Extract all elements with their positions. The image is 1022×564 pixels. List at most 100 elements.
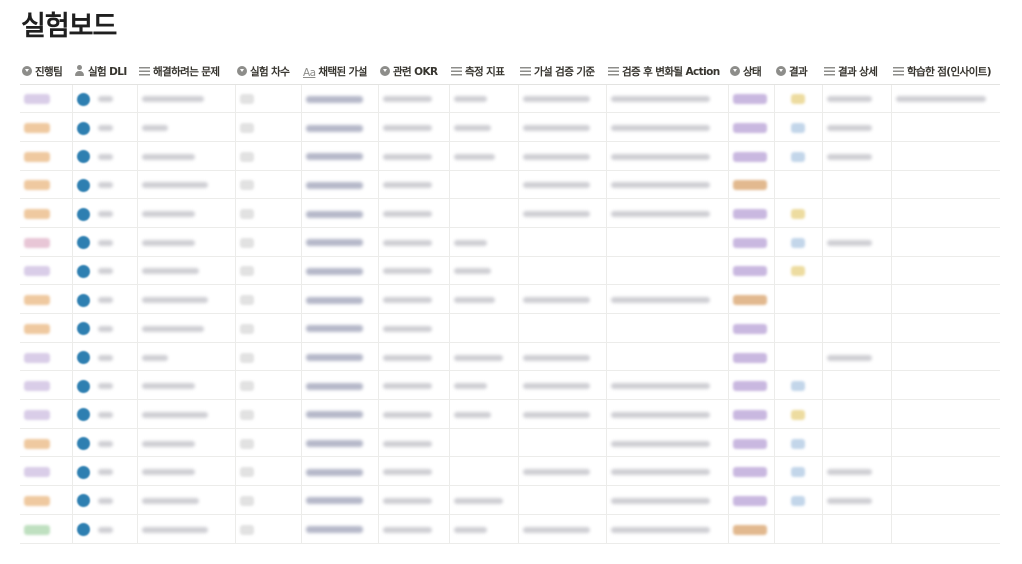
metric-cell[interactable] <box>449 370 519 401</box>
metric-cell[interactable] <box>449 284 519 314</box>
status-cell[interactable] <box>728 514 775 544</box>
table-row[interactable] <box>20 112 1000 142</box>
okr-cell[interactable] <box>378 456 450 487</box>
table-row[interactable] <box>20 485 1000 515</box>
problem-cell[interactable] <box>137 170 236 200</box>
dli-cell[interactable] <box>72 198 138 228</box>
okr-cell[interactable] <box>378 428 450 458</box>
hypothesis-cell[interactable] <box>301 456 379 487</box>
metric-cell[interactable] <box>449 313 519 343</box>
round-cell[interactable] <box>235 399 302 429</box>
result-cell[interactable] <box>774 514 823 544</box>
hypothesis-cell[interactable] <box>301 485 379 515</box>
result-cell[interactable] <box>774 198 823 228</box>
okr-cell[interactable] <box>378 313 450 343</box>
result-detail-cell[interactable] <box>822 399 892 429</box>
status-cell[interactable] <box>728 370 775 401</box>
hypothesis-cell[interactable] <box>301 313 379 343</box>
metric-cell[interactable] <box>449 227 519 257</box>
dli-cell[interactable] <box>72 141 138 171</box>
okr-cell[interactable] <box>378 370 450 401</box>
round-cell[interactable] <box>235 456 302 487</box>
insight-cell[interactable] <box>891 342 1000 372</box>
dli-cell[interactable] <box>72 284 138 314</box>
criteria-cell[interactable] <box>518 370 607 401</box>
round-cell[interactable] <box>235 84 302 114</box>
status-cell[interactable] <box>728 485 775 515</box>
dli-cell[interactable] <box>72 256 138 286</box>
table-row[interactable] <box>20 313 1000 343</box>
criteria-cell[interactable] <box>518 198 607 228</box>
status-cell[interactable] <box>728 428 775 458</box>
column-header[interactable]: 진행팀 <box>20 60 72 85</box>
criteria-cell[interactable] <box>518 284 607 314</box>
okr-cell[interactable] <box>378 514 450 544</box>
action-cell[interactable] <box>606 84 729 114</box>
metric-cell[interactable] <box>449 170 519 200</box>
problem-cell[interactable] <box>137 112 236 142</box>
result-cell[interactable] <box>774 170 823 200</box>
table-row[interactable] <box>20 170 1000 200</box>
team-cell[interactable] <box>20 370 73 401</box>
table-row[interactable] <box>20 456 1000 487</box>
result-detail-cell[interactable] <box>822 170 892 200</box>
metric-cell[interactable] <box>449 198 519 228</box>
table-row[interactable] <box>20 428 1000 458</box>
insight-cell[interactable] <box>891 284 1000 314</box>
result-detail-cell[interactable] <box>822 112 892 142</box>
team-cell[interactable] <box>20 514 73 544</box>
round-cell[interactable] <box>235 227 302 257</box>
insight-cell[interactable] <box>891 112 1000 142</box>
round-cell[interactable] <box>235 256 302 286</box>
result-detail-cell[interactable] <box>822 485 892 515</box>
column-header[interactable]: 관련 OKR <box>378 60 449 85</box>
hypothesis-cell[interactable] <box>301 399 379 429</box>
table-row[interactable] <box>20 514 1000 544</box>
status-cell[interactable] <box>728 456 775 487</box>
result-cell[interactable] <box>774 84 823 114</box>
dli-cell[interactable] <box>72 112 138 142</box>
problem-cell[interactable] <box>137 313 236 343</box>
dli-cell[interactable] <box>72 399 138 429</box>
action-cell[interactable] <box>606 112 729 142</box>
criteria-cell[interactable] <box>518 514 607 544</box>
metric-cell[interactable] <box>449 514 519 544</box>
result-cell[interactable] <box>774 342 823 372</box>
result-detail-cell[interactable] <box>822 370 892 401</box>
dli-cell[interactable] <box>72 456 138 487</box>
okr-cell[interactable] <box>378 256 450 286</box>
column-header[interactable]: 검증 후 변화될 Action <box>606 60 728 85</box>
action-cell[interactable] <box>606 284 729 314</box>
hypothesis-cell[interactable] <box>301 227 379 257</box>
team-cell[interactable] <box>20 141 73 171</box>
action-cell[interactable] <box>606 198 729 228</box>
problem-cell[interactable] <box>137 342 236 372</box>
table-row[interactable] <box>20 256 1000 286</box>
action-cell[interactable] <box>606 141 729 171</box>
metric-cell[interactable] <box>449 112 519 142</box>
dli-cell[interactable] <box>72 370 138 401</box>
column-header[interactable]: Aa 채택된 가설 <box>301 60 378 85</box>
dli-cell[interactable] <box>72 313 138 343</box>
round-cell[interactable] <box>235 170 302 200</box>
hypothesis-cell[interactable] <box>301 370 379 401</box>
team-cell[interactable] <box>20 170 73 200</box>
metric-cell[interactable] <box>449 428 519 458</box>
insight-cell[interactable] <box>891 399 1000 429</box>
metric-cell[interactable] <box>449 84 519 114</box>
team-cell[interactable] <box>20 284 73 314</box>
dli-cell[interactable] <box>72 514 138 544</box>
hypothesis-cell[interactable] <box>301 342 379 372</box>
result-cell[interactable] <box>774 485 823 515</box>
action-cell[interactable] <box>606 370 729 401</box>
team-cell[interactable] <box>20 198 73 228</box>
action-cell[interactable] <box>606 342 729 372</box>
column-header[interactable]: 학습한 점(인사이트) <box>891 60 1000 85</box>
result-detail-cell[interactable] <box>822 284 892 314</box>
table-row[interactable] <box>20 342 1000 372</box>
result-cell[interactable] <box>774 428 823 458</box>
status-cell[interactable] <box>728 198 775 228</box>
result-cell[interactable] <box>774 227 823 257</box>
team-cell[interactable] <box>20 342 73 372</box>
insight-cell[interactable] <box>891 198 1000 228</box>
